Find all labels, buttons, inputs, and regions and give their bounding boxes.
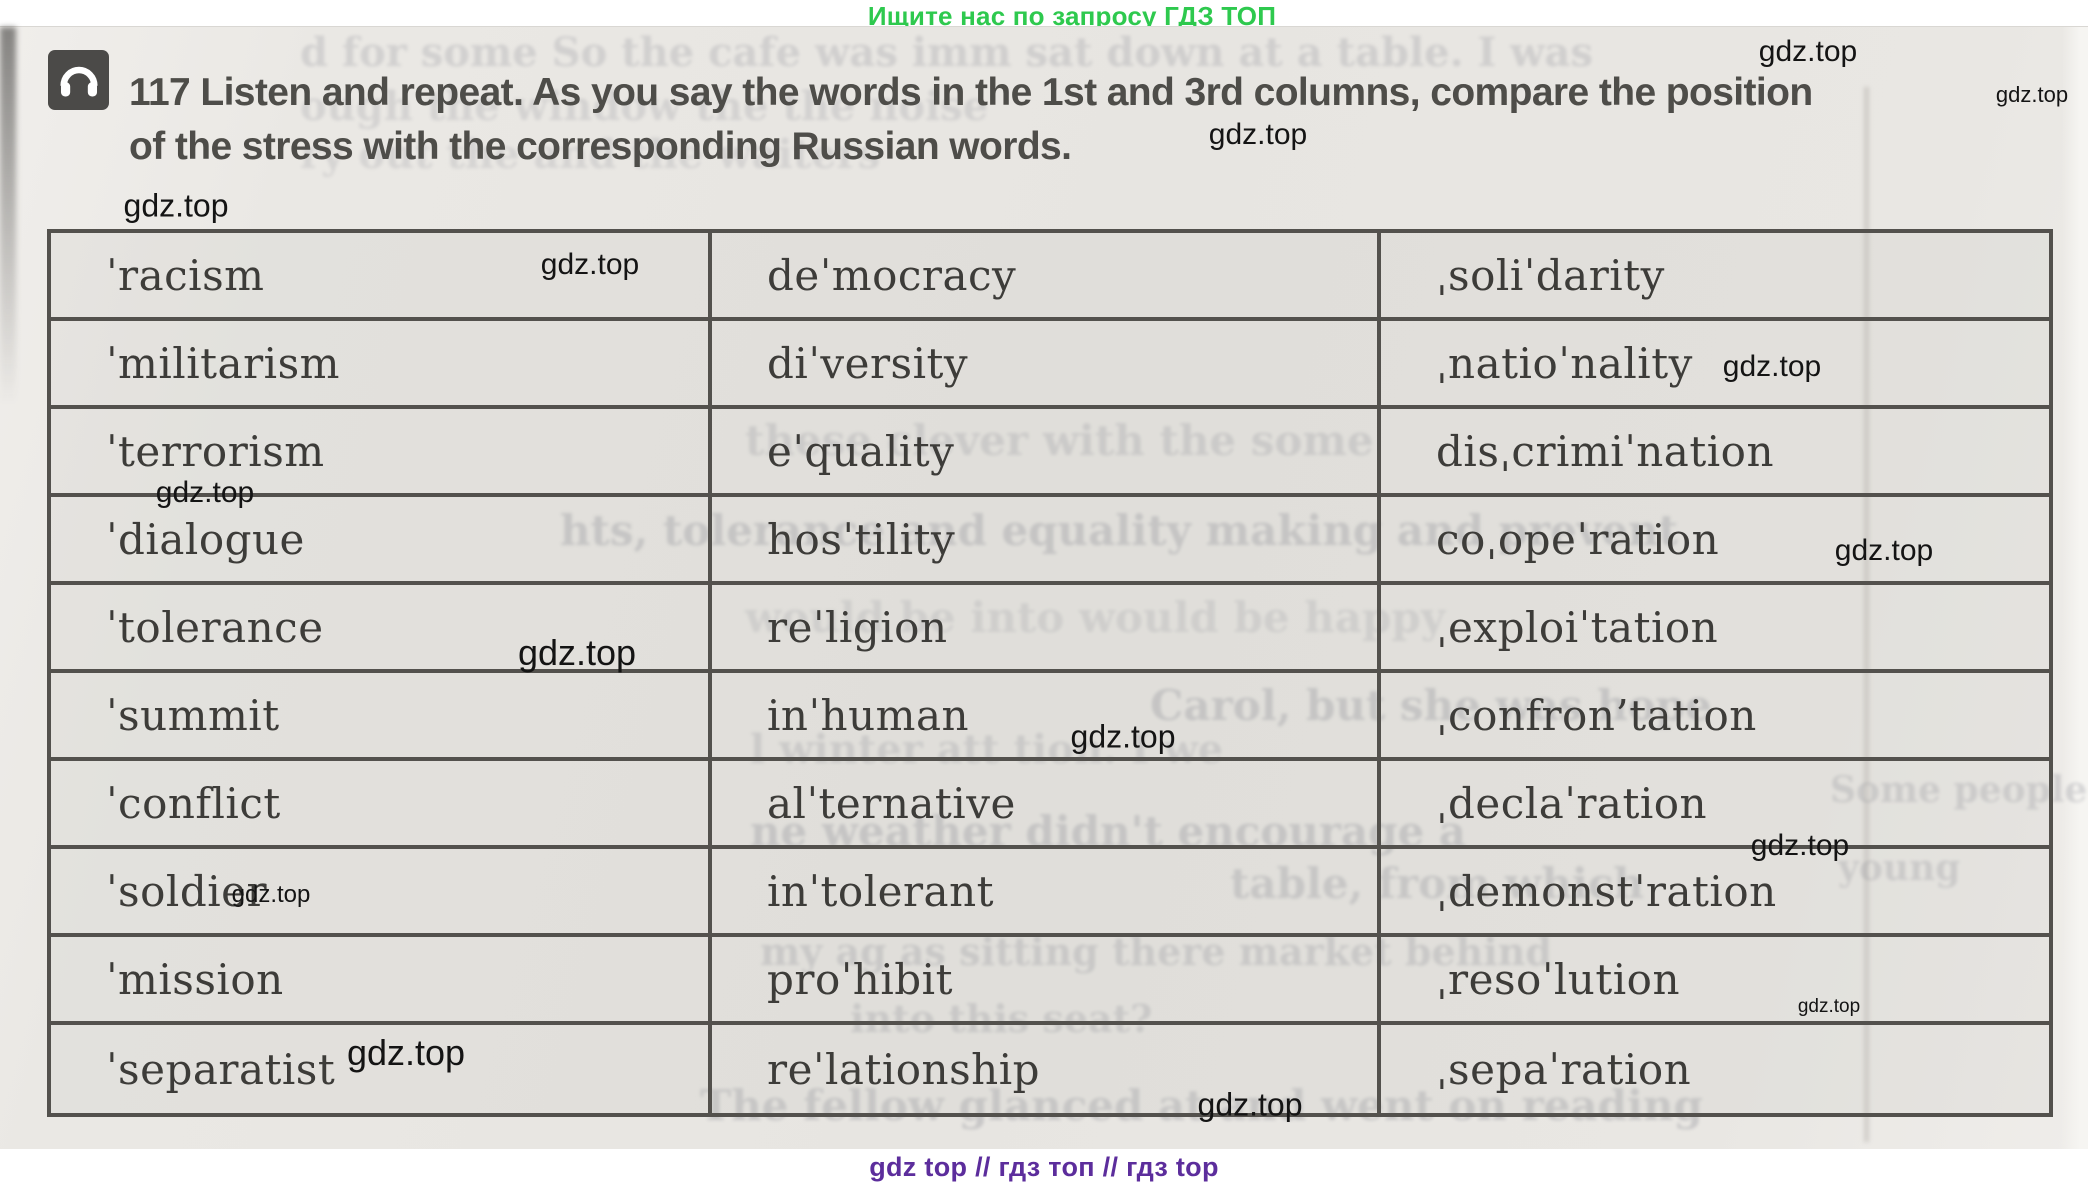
word-cell: ˌexploiˈtation (1381, 585, 2049, 673)
word-cell: alˈternative (712, 761, 1381, 849)
word-cell: ˈracism (51, 233, 712, 321)
bleed-text: young (1838, 847, 1961, 889)
page-right-edge (2062, 27, 2088, 1149)
bleed-text: d for some So the cafe was imm sat down … (300, 29, 1593, 76)
exercise-title-line2: of the stress with the corresponding Rus… (129, 125, 1072, 168)
bleed-text: into this seat? (850, 996, 1153, 1041)
bleed-text: The fellow glanced at and went on readin… (700, 1081, 1703, 1130)
watermark: gdz.top (540, 248, 640, 281)
scanned-page: d for some So the cafe was imm sat down … (0, 26, 2088, 1149)
words-table: ˈracism deˈmocracy ˌsoliˈdarity ˈmilitarism… (47, 229, 2053, 1117)
watermark: gdz.top (346, 1032, 466, 1073)
bleed-text: Some people (1830, 769, 2088, 811)
word-cell: disˌcrimiˈnation (1381, 409, 2049, 497)
bleed-text: ough the window the the noise (300, 83, 989, 130)
watermark: gdz.top (155, 476, 255, 509)
bleed-text: would be into would be happy (745, 593, 1446, 642)
watermark: gdz.top (1758, 35, 1858, 68)
bleed-text: ry out the and the waiters (300, 131, 881, 178)
word-cell: deˈmocracy (712, 233, 1381, 321)
bleed-text: these clever with the some (745, 416, 1374, 465)
word-cell: ˈtolerance (51, 585, 712, 673)
word-cell: ˌdemonstˈration (1381, 849, 2049, 937)
word-cell: reˈlationship (712, 1025, 1381, 1113)
word-cell: ˈseparatist (51, 1025, 712, 1113)
bleed-text: Carol, but she was hope (1150, 681, 1712, 730)
word-cell: ˈmission (51, 937, 712, 1025)
watermark: gdz.top (1995, 82, 2069, 107)
word-cell: ˌresoˈlution (1381, 937, 2049, 1025)
watermark: gdz.top (1722, 350, 1822, 383)
word-cell: reˈligion (712, 585, 1381, 673)
word-cell: ˌsoliˈdarity (1381, 233, 2049, 321)
exercise-title-line1: 117 Listen and repeat. As you say the wo… (129, 71, 1813, 114)
word-cell: ˌdeclaˈration (1381, 761, 2049, 849)
word-cell: ˈsummit (51, 673, 712, 761)
watermark: gdz.top (1797, 996, 1861, 1017)
word-cell: ˌsepaˈration (1436, 1044, 1692, 1094)
watermark: gdz.top (231, 881, 311, 908)
word-cell: eˈquality (712, 409, 1381, 497)
footer-links-text: gdz top // гдз топ // гдз top (869, 1152, 1219, 1182)
watermark: gdz.top (123, 187, 229, 224)
watermark: gdz.top (517, 632, 637, 673)
watermark: gdz.top (1070, 718, 1176, 755)
word-cell: diˈversity (712, 321, 1381, 409)
watermark: gdz.top (1197, 1086, 1303, 1123)
word-cell: ˈterrorism (51, 409, 712, 497)
word-cell: ˈdialogue (51, 497, 712, 585)
word-cell: hosˈtility (712, 497, 1381, 585)
bleed-text: l winter att tion. I we (750, 726, 1224, 773)
word-cell: ˈmilitarism (51, 321, 712, 409)
watermark: gdz.top (1834, 534, 1934, 567)
word-cell: ˈsoldier (51, 849, 712, 937)
bleed-text: hts, tolerance and equality making and p… (560, 506, 1678, 555)
book-spine-shadow (0, 27, 16, 447)
word-cell: coˌopeˈration (1381, 497, 2049, 585)
word-cell: ˌnatioˈnality (1381, 321, 2049, 409)
watermark: gdz.top (1208, 118, 1308, 151)
word-cell: inˈhuman (712, 673, 1381, 761)
headphones-glyph (59, 66, 98, 97)
watermark: gdz.top (1750, 829, 1850, 862)
bleed-text: table, from which (1230, 859, 1644, 908)
headphones-icon (48, 50, 109, 110)
page-fold-artifact (1864, 87, 1869, 1142)
word-cell: ˈconflict (51, 761, 712, 849)
word-cell: inˈtolerant (712, 849, 1381, 937)
word-cell: ˌconfron’tation (1381, 673, 2049, 761)
word-cell: proˈhibit (712, 937, 1381, 1025)
